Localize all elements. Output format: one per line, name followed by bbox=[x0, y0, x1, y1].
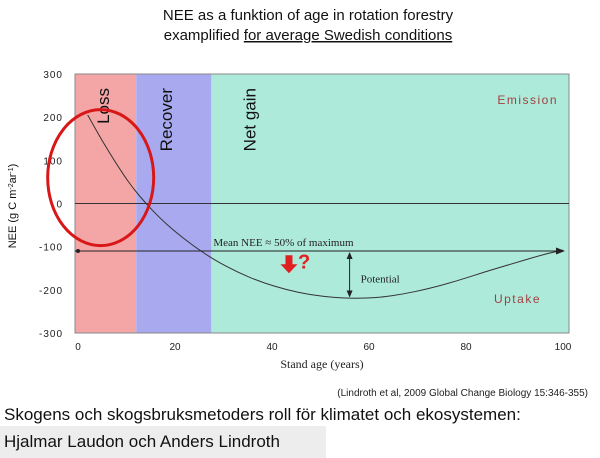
y-axis-label: NEE (g C m-2ar-1) bbox=[7, 164, 19, 249]
phase-label-net-gain: Net gain bbox=[240, 88, 259, 151]
x-tick-label: 60 bbox=[363, 342, 375, 353]
x-tick-label: 0 bbox=[75, 342, 81, 353]
y-tick-label: -100 bbox=[39, 243, 63, 254]
mean-line-arrowhead bbox=[556, 247, 565, 255]
caption-line-1: Skogens och skogsbruksmetoders roll för … bbox=[4, 405, 521, 424]
caption-line-2-background bbox=[0, 426, 326, 458]
caption-line-2: Hjalmar Laudon och Anders Lindroth bbox=[4, 432, 280, 451]
x-axis-label: Stand age (years) bbox=[280, 357, 363, 371]
potential-label: Potential bbox=[361, 274, 400, 286]
phase-label-recover: Recover bbox=[157, 88, 176, 152]
y-tick-label: 200 bbox=[43, 113, 63, 124]
x-tick-label: 100 bbox=[555, 342, 572, 353]
uptake-label: Uptake bbox=[494, 292, 541, 306]
phase-label-loss: Loss bbox=[94, 88, 113, 124]
y-tick-label: -200 bbox=[39, 286, 63, 297]
mean-nee-label: Mean NEE ≈ 50% of maximum bbox=[213, 237, 354, 249]
potential-arrowhead-up bbox=[346, 251, 353, 259]
x-tick-label: 20 bbox=[169, 342, 181, 353]
chart-title-line2: examplified for average Swedish conditio… bbox=[164, 27, 453, 44]
x-tick-label: 80 bbox=[460, 342, 472, 353]
axes: 300 200 100 0 -100 -200 -300 0 20 40 60 80 100 bbox=[39, 70, 572, 353]
y-tick-label: 0 bbox=[56, 200, 63, 211]
down-arrow-icon bbox=[280, 255, 298, 274]
emission-label: Emission bbox=[497, 93, 558, 107]
annotations: Mean NEE ≈ 50% of maximum Potential? Emiss… bbox=[46, 93, 565, 306]
highlight-circle bbox=[46, 108, 156, 248]
y-tick-label: -300 bbox=[39, 329, 63, 340]
x-tick-label: 40 bbox=[266, 342, 278, 353]
title-line2-prefix: examplified bbox=[164, 27, 244, 44]
y-tick-label: 300 bbox=[43, 70, 63, 81]
chart-title-line1: NEE as a funktion of age in rotation for… bbox=[163, 7, 454, 24]
question-mark: ? bbox=[298, 251, 310, 273]
potential-arrowhead-down bbox=[346, 290, 353, 298]
title-line2-underlined: for average Swedish conditions bbox=[244, 27, 452, 44]
source-note: (Lindroth et al, 2009 Global Change Biol… bbox=[337, 388, 588, 399]
y-tick-label: 100 bbox=[43, 156, 63, 167]
nee-curve bbox=[87, 114, 564, 299]
mean-line-start-dot bbox=[76, 248, 80, 253]
